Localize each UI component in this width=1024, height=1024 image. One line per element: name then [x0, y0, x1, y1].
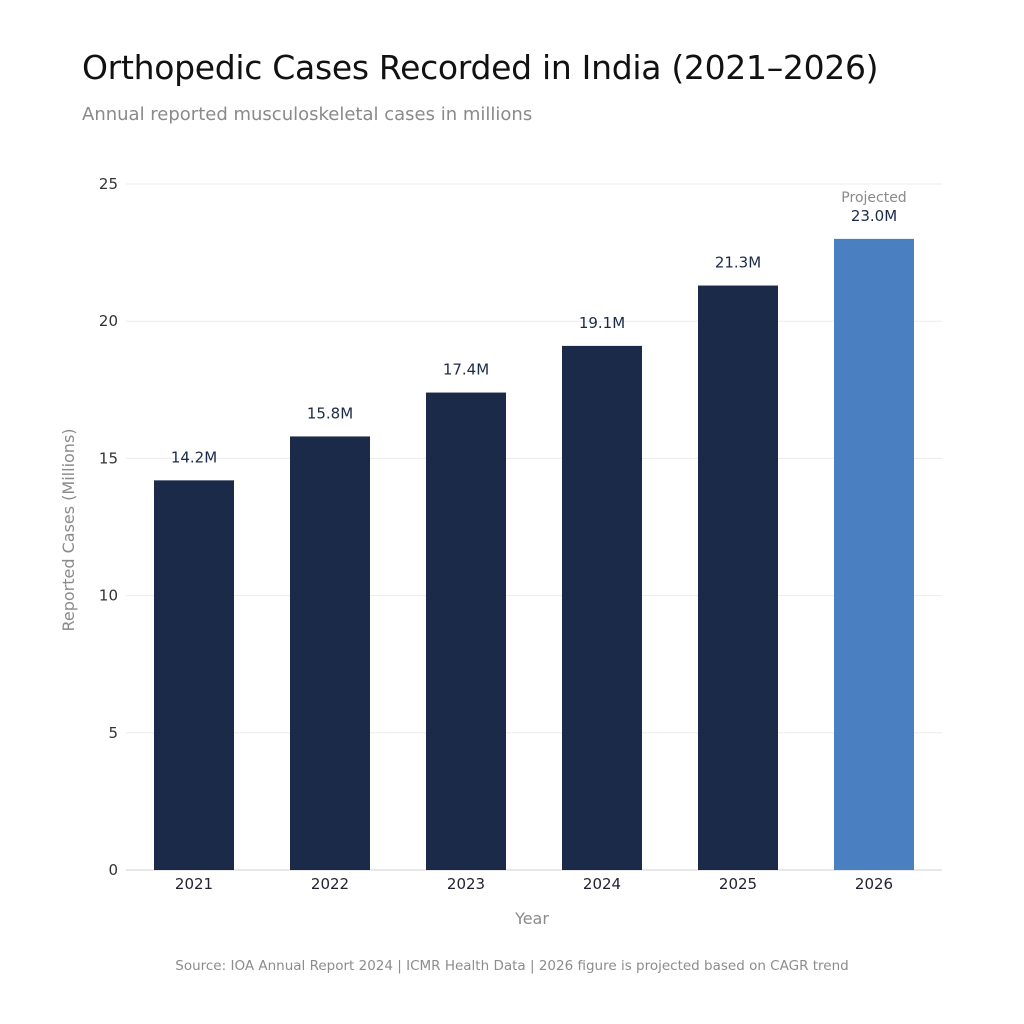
x-tick-label: 2026	[855, 875, 893, 893]
bars	[154, 238, 914, 870]
bar-value-label: 14.2M	[171, 448, 217, 466]
x-tick-label: 2023	[447, 875, 485, 893]
y-axis-title: Reported Cases (Millions)	[59, 428, 78, 631]
bar-value-label: 21.3M	[715, 254, 761, 272]
x-tick-label: 2025	[719, 875, 757, 893]
x-tick-label: 2024	[583, 875, 621, 893]
bar-value-label: 17.4M	[443, 361, 489, 379]
projected-label: Projected	[841, 190, 906, 206]
x-tick-label: 2022	[311, 875, 349, 893]
y-tick-label: 20	[99, 312, 118, 330]
y-tick-label: 15	[99, 449, 118, 467]
y-tick-label: 25	[99, 175, 118, 193]
x-axis-title: Year	[514, 909, 549, 928]
grid-lines	[126, 183, 942, 871]
bar-value-label: 23.0M	[851, 207, 897, 225]
bar	[154, 480, 234, 870]
bar-value-label: 15.8M	[307, 404, 353, 422]
x-tick-label: 2021	[175, 875, 213, 893]
bar	[698, 285, 778, 870]
y-axis-ticks: 0 5 10 15 20 25	[99, 175, 118, 879]
y-tick-label: 5	[108, 724, 118, 742]
bar-value-label: 19.1M	[579, 314, 625, 332]
bar	[562, 345, 642, 870]
bar	[290, 436, 370, 870]
y-tick-label: 0	[108, 861, 118, 879]
bar	[426, 392, 506, 870]
chart-title: Orthopedic Cases Recorded in India (2021…	[82, 48, 879, 87]
x-axis-ticks: 2021 2022 2023 2024 2025 2026	[175, 875, 893, 893]
y-tick-label: 10	[99, 587, 118, 605]
source-footnote: Source: IOA Annual Report 2024 | ICMR He…	[175, 958, 849, 974]
chart-subtitle: Annual reported musculoskeletal cases in…	[82, 104, 533, 125]
bar-projected	[834, 238, 914, 870]
